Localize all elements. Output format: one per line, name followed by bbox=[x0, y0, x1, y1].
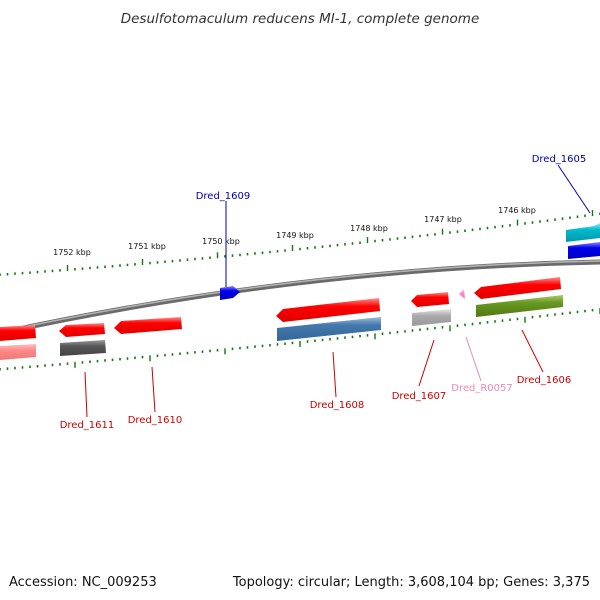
gene-label-dred-1610[interactable]: Dred_1610 bbox=[128, 415, 183, 426]
callout-dred-1606 bbox=[521, 329, 544, 373]
map-title: Desulfotomaculum reducens MI-1, complete… bbox=[121, 11, 480, 27]
gene-dred-1611[interactable] bbox=[59, 323, 105, 337]
gene-edge-left[interactable] bbox=[0, 325, 36, 341]
kbp-label: 1747 kbp bbox=[424, 215, 462, 224]
gene-dred-1611-track2[interactable] bbox=[60, 340, 106, 356]
gene-dred-1609[interactable] bbox=[220, 286, 240, 300]
kbp-label: 1746 kbp bbox=[498, 206, 536, 215]
callout-dred-1611 bbox=[84, 371, 88, 418]
kbp-label: 1750 kbp bbox=[202, 237, 240, 246]
reverse-strand-genes bbox=[0, 277, 563, 360]
gene-dred-1606[interactable] bbox=[474, 277, 561, 299]
gene-dred-1608-track2[interactable] bbox=[277, 317, 381, 341]
kbp-label: 1748 kbp bbox=[350, 224, 388, 233]
callout-dred-1608 bbox=[332, 351, 337, 398]
gene-label-dred-r0057[interactable]: Dred_R0057 bbox=[451, 383, 513, 394]
callout-lines bbox=[84, 164, 591, 418]
gene-label-dred-1607[interactable]: Dred_1607 bbox=[392, 391, 447, 402]
gene-label-dred-1608[interactable]: Dred_1608 bbox=[310, 400, 365, 411]
gene-dred-1607[interactable] bbox=[411, 292, 449, 307]
gene-dred-1610[interactable] bbox=[114, 317, 182, 334]
kbp-label: 1751 kbp bbox=[128, 242, 166, 251]
gene-dred-1606-track2[interactable] bbox=[476, 295, 563, 317]
gene-label-dred-1605[interactable]: Dred_1605 bbox=[532, 154, 587, 165]
forward-strand-genes bbox=[220, 223, 600, 300]
callout-dred-1605 bbox=[557, 164, 591, 214]
gene-dred-1605-track2[interactable] bbox=[568, 242, 600, 259]
genome-summary-text: Topology: circular; Length: 3,608,104 bp… bbox=[232, 575, 590, 590]
kbp-label: 1752 kbp bbox=[53, 248, 91, 257]
inner-tick-track bbox=[0, 308, 600, 371]
outer-tick-track bbox=[0, 210, 600, 276]
genome-backbone bbox=[0, 259, 600, 336]
gene-dred-r0057[interactable] bbox=[459, 289, 465, 299]
kbp-label: 1749 kbp bbox=[276, 231, 314, 240]
gene-labels: Dred_1605 Dred_1609 Dred_1611 Dred_1610 … bbox=[60, 154, 587, 431]
gene-label-dred-1606[interactable]: Dred_1606 bbox=[517, 375, 572, 386]
accession-text: Accession: NC_009253 bbox=[9, 575, 157, 590]
gene-edge-left-track2[interactable] bbox=[0, 344, 36, 360]
kbp-scale: 1752 kbp 1751 kbp 1750 kbp 1749 kbp 1748… bbox=[53, 206, 536, 257]
gene-dred-1607-track2[interactable] bbox=[412, 309, 451, 326]
callout-dred-1607 bbox=[418, 339, 435, 387]
gene-label-dred-1611[interactable]: Dred_1611 bbox=[60, 420, 115, 431]
callout-dred-r0057 bbox=[465, 336, 482, 382]
callout-dred-1610 bbox=[151, 366, 156, 413]
gene-dred-1608[interactable] bbox=[276, 298, 380, 322]
gene-label-dred-1609[interactable]: Dred_1609 bbox=[196, 191, 251, 202]
gene-dred-1605[interactable] bbox=[566, 223, 600, 242]
